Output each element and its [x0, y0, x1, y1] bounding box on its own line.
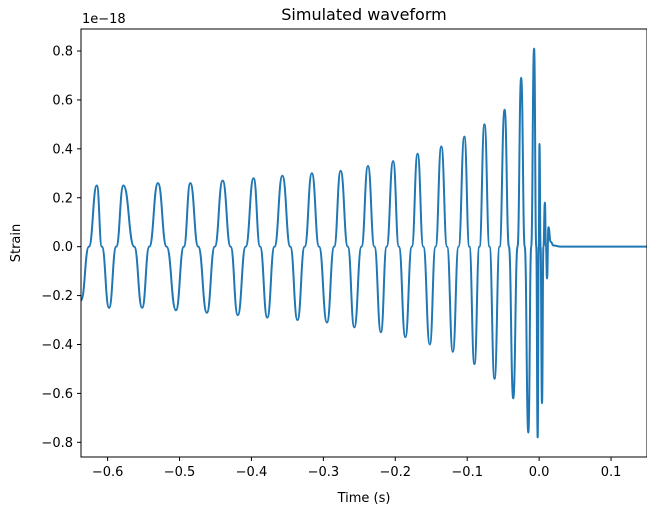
y-tick-label: 0.6	[52, 93, 73, 108]
y-tick-label: −0.8	[41, 436, 73, 451]
x-axis-label: Time (s)	[337, 491, 391, 506]
y-tick-label: 0.8	[52, 45, 73, 60]
plot-area	[81, 29, 647, 457]
y-tick-label: 0.4	[52, 142, 73, 157]
y-tick-label: −0.6	[41, 387, 73, 402]
y-tick-label: 0.2	[52, 191, 73, 206]
y-tick-label: 0.0	[52, 240, 73, 255]
x-tick-label: 0.0	[529, 465, 550, 480]
plot-frame	[80, 28, 647, 458]
y-axis-label: Strain	[9, 224, 24, 263]
x-tick-label: −0.1	[451, 465, 483, 480]
x-tick-label: −0.3	[308, 465, 340, 480]
x-axis: −0.6 −0.5 −0.4 −0.3 −0.2 −0.1 0.0 0.1	[92, 457, 622, 480]
series-line	[80, 47, 647, 439]
series-layer	[80, 47, 647, 439]
x-tick-label: −0.5	[164, 465, 196, 480]
x-tick-label: 0.1	[601, 465, 622, 480]
x-tick-label: −0.2	[379, 465, 411, 480]
y-offset-label: 1e−18	[82, 12, 126, 27]
chart-title: Simulated waveform	[281, 5, 446, 24]
x-tick-label: −0.4	[236, 465, 268, 480]
y-tick-label: −0.4	[41, 338, 73, 353]
y-axis: −0.8 −0.6 −0.4 −0.2 0.0 0.2 0.4 0.6 0.8	[41, 45, 81, 451]
x-tick-label: −0.6	[92, 465, 124, 480]
y-tick-label: −0.2	[41, 289, 73, 304]
